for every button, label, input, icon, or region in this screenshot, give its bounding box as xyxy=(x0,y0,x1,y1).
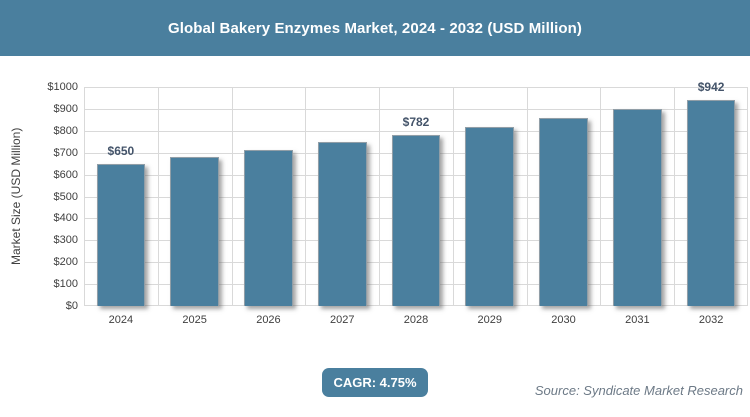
plot-column-2026 xyxy=(232,87,306,306)
y-tick-label: $200 xyxy=(53,256,78,269)
gridline-v xyxy=(231,87,233,306)
plot-column-2024: $650 xyxy=(84,87,158,306)
gridline-v xyxy=(747,87,748,306)
plot-column-2027 xyxy=(305,87,379,306)
gridline-v xyxy=(84,87,85,306)
bar-2028 xyxy=(391,134,441,306)
y-axis: $0 $100 $200 $300 $400 $500 $600 $700 $800 $900 $1… xyxy=(0,81,78,312)
x-tick-label-2024: 2024 xyxy=(108,314,134,326)
gridline-h xyxy=(84,87,748,88)
y-tick-label: $900 xyxy=(53,102,78,115)
bar-2031 xyxy=(612,109,662,306)
gridline-v xyxy=(674,87,676,306)
y-tick-label: $700 xyxy=(53,146,78,159)
chart-title: Global Bakery Enzymes Market, 2024 - 203… xyxy=(168,19,582,37)
bar-2024 xyxy=(96,163,146,306)
chart-title-bar: Global Bakery Enzymes Market, 2024 - 203… xyxy=(0,0,750,56)
x-tick-label-2031: 2031 xyxy=(625,314,650,326)
y-tick-label: $100 xyxy=(53,278,78,291)
gridline-v xyxy=(157,87,159,306)
gridline-v xyxy=(600,87,602,306)
plot-column-2029 xyxy=(453,87,527,306)
bar-2025 xyxy=(170,156,219,306)
y-tick-label: $600 xyxy=(53,168,78,181)
y-tick-label: $300 xyxy=(53,234,78,247)
plot-column-2028: $782 xyxy=(379,87,453,306)
x-tick-label-2027: 2027 xyxy=(329,314,355,326)
x-tick-label-2029: 2029 xyxy=(477,314,503,326)
x-tick-label-2026: 2026 xyxy=(256,314,281,326)
x-tick-label-2030: 2030 xyxy=(551,314,576,326)
gridline-h xyxy=(84,130,748,132)
gridline-v xyxy=(526,87,528,306)
bar-2027 xyxy=(317,142,367,306)
plot-column-2030 xyxy=(527,87,601,306)
bar-value-label-2032: $942 xyxy=(697,79,725,94)
gridline-v xyxy=(452,87,454,306)
plot-column-2032: $942 xyxy=(674,80,748,306)
plot-column-2025 xyxy=(158,87,232,306)
y-tick-label: $800 xyxy=(53,124,78,137)
y-tick-label: $500 xyxy=(53,190,78,203)
x-tick-label-2025: 2025 xyxy=(182,314,207,326)
bar-2030 xyxy=(539,118,588,306)
plot-area: $650 $782 $942 xyxy=(84,80,748,306)
gridline-v xyxy=(305,87,307,306)
bar-value-label-2028: $782 xyxy=(402,114,430,129)
x-tick-label-2032: 2032 xyxy=(698,314,724,326)
bar-2026 xyxy=(244,149,293,306)
y-tick-label: $1000 xyxy=(47,81,78,93)
y-tick-label: $0 xyxy=(65,300,78,312)
gridline-h xyxy=(84,108,748,110)
plot-column-2031 xyxy=(600,87,674,306)
bar-value-label-2024: $650 xyxy=(107,143,135,158)
gridline-v xyxy=(379,87,381,306)
bar-2029 xyxy=(465,126,515,306)
y-tick-label: $400 xyxy=(53,212,78,225)
source-note: Source: Syndicate Market Research xyxy=(534,383,743,398)
cagr-badge: CAGR: 4.75% xyxy=(322,368,428,397)
x-tick-label-2028: 2028 xyxy=(403,314,429,326)
bar-2032 xyxy=(686,99,736,306)
x-axis: 2024 2025 2026 2027 2028 2029 2030 2031 2032 xyxy=(84,314,748,330)
